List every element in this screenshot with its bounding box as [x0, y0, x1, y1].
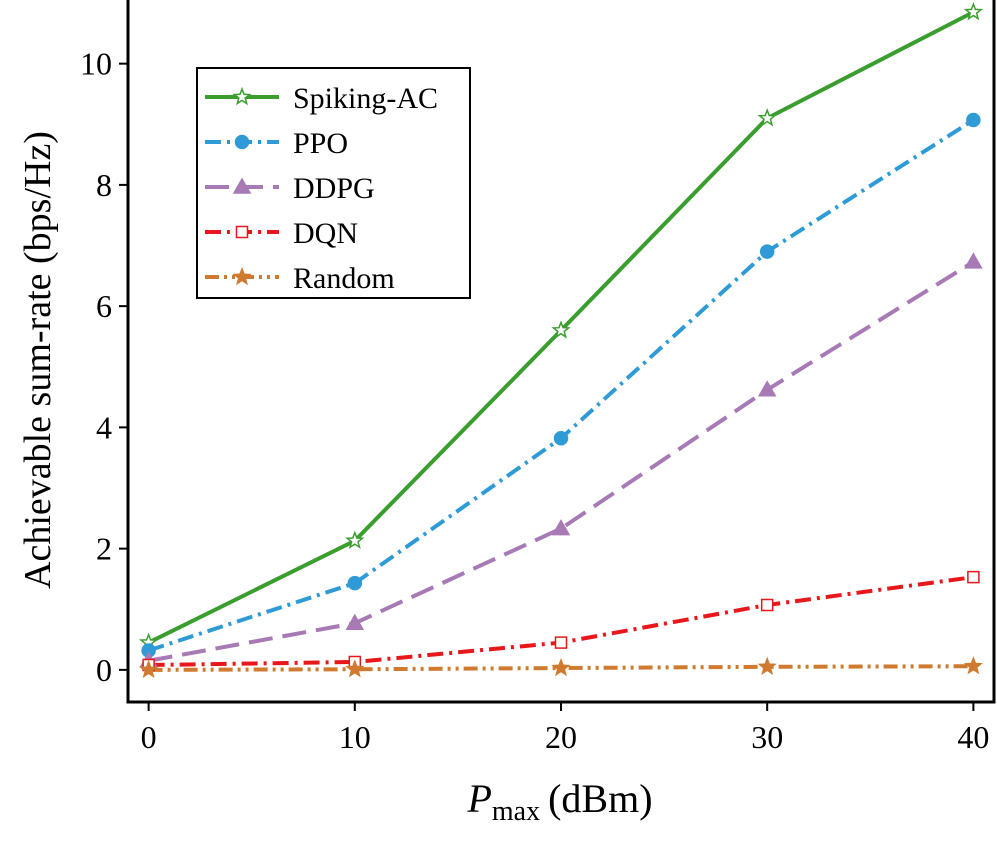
marker — [232, 266, 252, 286]
x-label-subscript: max — [492, 796, 540, 827]
y-tick-label: 4 — [96, 409, 112, 445]
marker — [551, 320, 571, 339]
marker — [966, 112, 981, 128]
marker — [757, 380, 777, 397]
x-tick-label: 20 — [545, 719, 577, 755]
x-tick-label: 40 — [957, 719, 989, 755]
marker — [553, 431, 569, 446]
marker — [964, 252, 983, 269]
marker — [138, 659, 159, 679]
y-tick-label: 10 — [80, 46, 112, 82]
marker — [554, 636, 568, 649]
legend-label: PPO — [293, 127, 348, 160]
marker — [551, 658, 571, 677]
series-line — [148, 575, 974, 668]
marker — [345, 530, 365, 549]
y-tick-label: 8 — [96, 167, 112, 203]
marker — [347, 575, 363, 591]
marker — [967, 570, 980, 584]
x-tick-label: 30 — [751, 719, 783, 755]
y-axis-label: Achievable sum-rate (bps/Hz) — [17, 131, 59, 589]
x-axis-label: Pmax (dBm) — [466, 776, 652, 827]
x-tick-label: 10 — [339, 719, 371, 755]
y-tick-label: 6 — [96, 288, 112, 324]
marker — [551, 519, 571, 536]
marker — [232, 86, 252, 106]
marker — [232, 177, 252, 194]
y-tick-label: 2 — [96, 531, 112, 567]
legend: Spiking-AC PPO DDPG DQN Random — [196, 67, 471, 299]
x-label-unit: (dBm) — [548, 776, 652, 821]
x-tick-label: 0 — [141, 719, 157, 755]
legend-label: Random — [293, 262, 395, 295]
marker — [235, 225, 249, 239]
marker — [757, 108, 777, 127]
marker — [345, 613, 365, 630]
marker — [759, 244, 775, 259]
marker — [345, 659, 365, 678]
legend-label: DDPG — [293, 172, 375, 205]
marker — [963, 656, 984, 675]
marker — [757, 656, 777, 676]
y-tick-label: 0 — [96, 652, 112, 688]
marker — [963, 1, 984, 21]
legend-label: Spiking-AC — [293, 82, 438, 115]
legend-label: DQN — [293, 217, 358, 250]
series-line — [148, 260, 975, 663]
marker — [234, 134, 250, 150]
x-label-symbol: P — [466, 776, 491, 821]
marker — [760, 598, 774, 612]
